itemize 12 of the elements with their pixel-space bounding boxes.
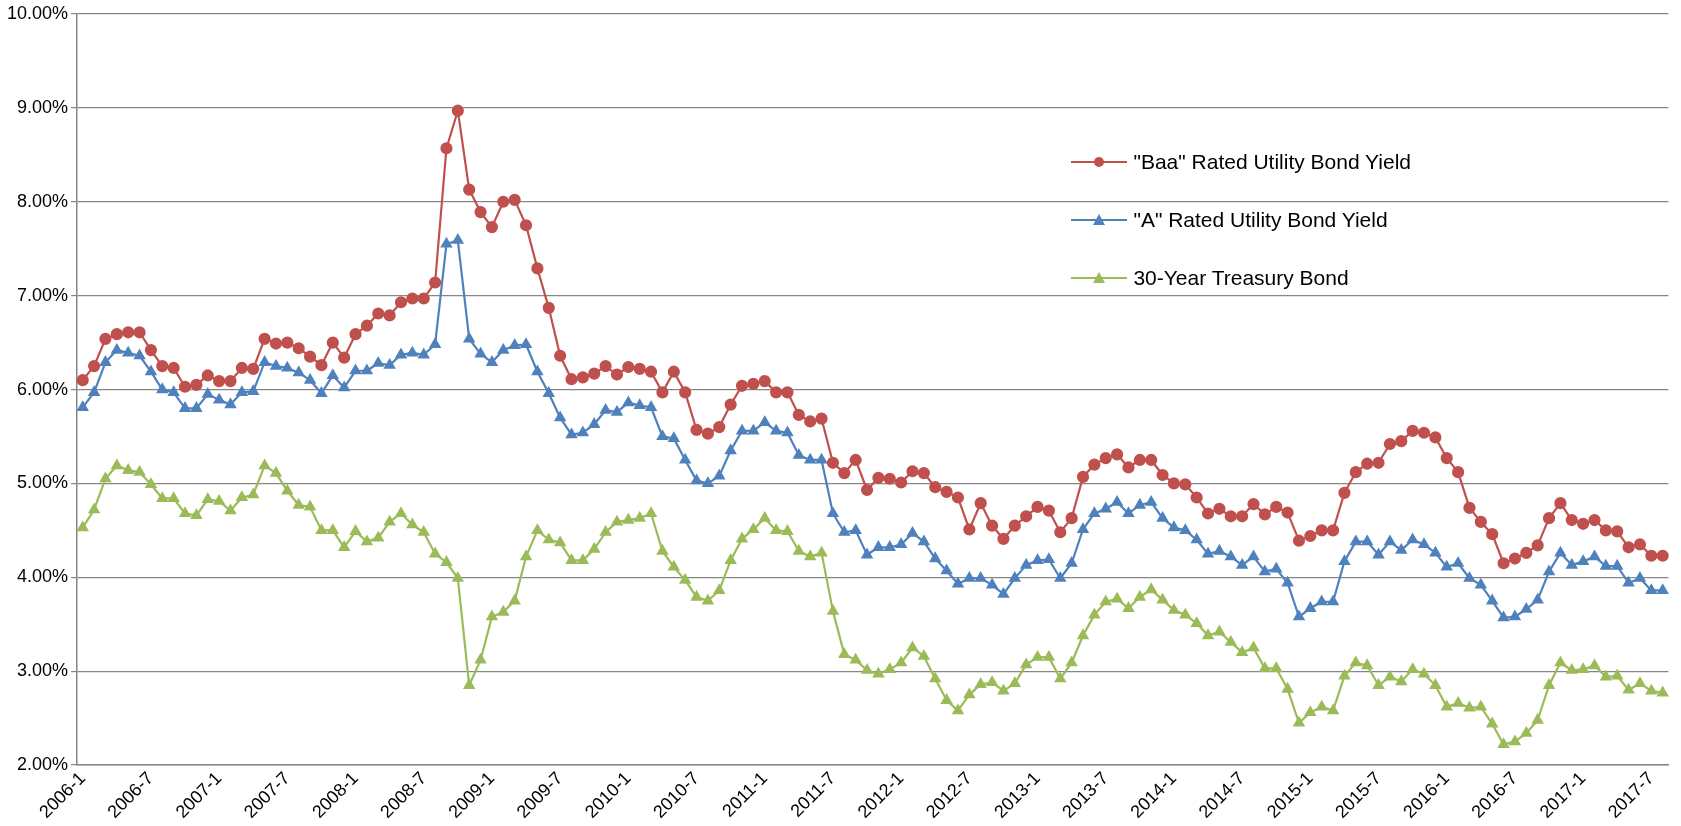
y-tick-label: 2.00% <box>17 754 69 775</box>
legend-label: "A" Rated Utility Bond Yield <box>1133 208 1388 232</box>
y-tick-label: 3.00% <box>17 660 69 681</box>
y-tick-label: 9.00% <box>17 96 69 117</box>
y-tick-label: 5.00% <box>17 472 69 493</box>
y-tick-label: 6.00% <box>17 378 69 399</box>
y-tick-label: 7.00% <box>17 284 69 305</box>
y-tick-label: 8.00% <box>17 190 69 211</box>
legend-label: 30-Year Treasury Bond <box>1133 266 1349 290</box>
y-tick-label: 10.00% <box>6 2 69 23</box>
legend-label: "Baa" Rated Utility Bond Yield <box>1133 150 1411 174</box>
y-tick-label: 4.00% <box>17 566 69 587</box>
